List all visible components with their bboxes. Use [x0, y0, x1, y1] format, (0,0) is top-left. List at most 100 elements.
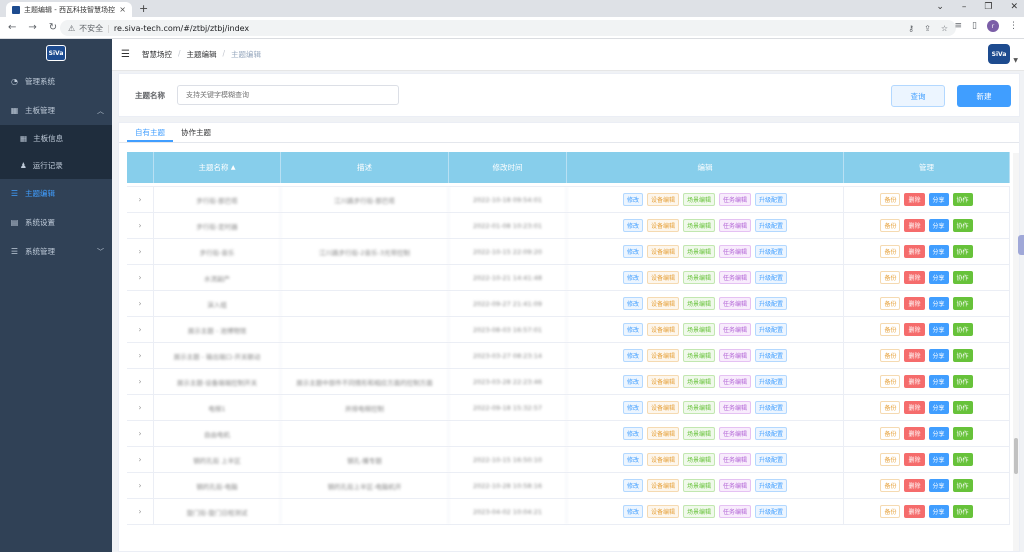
manage-tag-2[interactable]: 分享	[928, 427, 949, 440]
manage-tag-0[interactable]: 备份	[880, 297, 901, 310]
edit-tag-4[interactable]: 升级配置	[755, 479, 788, 492]
edit-tag-0[interactable]: 修改	[622, 375, 643, 388]
manage-tag-2[interactable]: 分享	[928, 245, 949, 258]
new-button[interactable]: 新建	[957, 85, 1011, 107]
manage-tag-1[interactable]: 删除	[904, 453, 925, 466]
expand-cell[interactable]: ›	[127, 369, 154, 394]
user-avatar[interactable]: SiVa	[988, 44, 1010, 64]
manage-tag-2[interactable]: 分享	[928, 271, 949, 284]
edit-tag-4[interactable]: 升级配置	[755, 427, 788, 440]
share-icon[interactable]: ⇪	[924, 23, 931, 33]
edit-tag-1[interactable]: 设备编辑	[646, 297, 679, 310]
manage-tag-3[interactable]: 协作	[952, 323, 973, 336]
manage-tag-2[interactable]: 分享	[928, 323, 949, 336]
edit-tag-3[interactable]: 任务编辑	[719, 479, 752, 492]
manage-tag-1[interactable]: 删除	[904, 219, 925, 232]
manage-tag-0[interactable]: 备份	[880, 349, 901, 362]
manage-tag-2[interactable]: 分享	[928, 479, 949, 492]
sidebar-item-theme-edit[interactable]: ☰ 主题编辑	[0, 179, 112, 208]
manage-tag-0[interactable]: 备份	[880, 193, 901, 206]
edit-tag-4[interactable]: 升级配置	[755, 297, 788, 310]
manage-tag-3[interactable]: 协作	[952, 193, 973, 206]
expand-cell[interactable]: ›	[127, 239, 154, 264]
edit-tag-2[interactable]: 场景编辑	[682, 193, 715, 206]
manage-tag-1[interactable]: 删除	[904, 323, 925, 336]
edit-tag-0[interactable]: 修改	[622, 349, 643, 362]
manage-tag-0[interactable]: 备份	[880, 219, 901, 232]
edit-tag-3[interactable]: 任务编辑	[719, 427, 752, 440]
manage-tag-3[interactable]: 协作	[952, 245, 973, 258]
manage-tag-2[interactable]: 分享	[928, 453, 949, 466]
edit-tag-1[interactable]: 设备编辑	[646, 453, 679, 466]
manage-tag-2[interactable]: 分享	[928, 219, 949, 232]
manage-tag-2[interactable]: 分享	[928, 193, 949, 206]
edit-tag-1[interactable]: 设备编辑	[646, 479, 679, 492]
manage-tag-3[interactable]: 协作	[952, 375, 973, 388]
edit-tag-0[interactable]: 修改	[622, 479, 643, 492]
edit-tag-3[interactable]: 任务编辑	[719, 219, 752, 232]
edit-tag-2[interactable]: 场景编辑	[682, 219, 715, 232]
manage-tag-1[interactable]: 删除	[904, 427, 925, 440]
minimize-icon[interactable]: –	[961, 2, 967, 12]
sidebar-item-system-settings[interactable]: ▤ 系统设置	[0, 208, 112, 237]
back-icon[interactable]: ←	[8, 22, 17, 33]
breadcrumb-item[interactable]: 主题编辑	[186, 50, 217, 59]
manage-tag-0[interactable]: 备份	[880, 245, 901, 258]
edit-tag-2[interactable]: 场景编辑	[682, 401, 715, 414]
forward-icon[interactable]: →	[28, 22, 37, 33]
edit-tag-1[interactable]: 设备编辑	[646, 349, 679, 362]
sidebar-item-management[interactable]: ◔ 管理系统	[0, 67, 112, 96]
edit-tag-4[interactable]: 升级配置	[755, 401, 788, 414]
chevron-right-icon[interactable]: ›	[138, 377, 142, 386]
expand-cell[interactable]: ›	[127, 291, 154, 316]
edit-tag-1[interactable]: 设备编辑	[646, 193, 679, 206]
edit-tag-2[interactable]: 场景编辑	[682, 297, 715, 310]
edit-tag-2[interactable]: 场景编辑	[682, 479, 715, 492]
chevron-right-icon[interactable]: ›	[138, 507, 142, 516]
edit-tag-4[interactable]: 升级配置	[755, 193, 788, 206]
manage-tag-3[interactable]: 协作	[952, 401, 973, 414]
manage-tag-3[interactable]: 协作	[952, 427, 973, 440]
restore-icon[interactable]: ❐	[984, 2, 993, 12]
col-header-name[interactable]: 主题名称 ▲	[154, 152, 281, 183]
side-widget-tab[interactable]	[1018, 235, 1024, 255]
edit-tag-4[interactable]: 升级配置	[755, 349, 788, 362]
edit-tag-2[interactable]: 场景编辑	[682, 453, 715, 466]
manage-tag-1[interactable]: 删除	[904, 297, 925, 310]
edit-tag-0[interactable]: 修改	[622, 453, 643, 466]
chevron-right-icon[interactable]: ›	[138, 325, 142, 334]
edit-tag-2[interactable]: 场景编辑	[682, 349, 715, 362]
edit-tag-0[interactable]: 修改	[622, 505, 643, 518]
expand-cell[interactable]: ›	[127, 187, 154, 212]
edit-tag-3[interactable]: 任务编辑	[719, 271, 752, 284]
manage-tag-1[interactable]: 删除	[904, 349, 925, 362]
edit-tag-1[interactable]: 设备编辑	[646, 427, 679, 440]
manage-tag-3[interactable]: 协作	[952, 271, 973, 284]
edit-tag-2[interactable]: 场景编辑	[682, 505, 715, 518]
manage-tag-2[interactable]: 分享	[928, 297, 949, 310]
edit-tag-2[interactable]: 场景编辑	[682, 427, 715, 440]
chevron-right-icon[interactable]: ›	[138, 403, 142, 412]
caret-down-icon[interactable]: ▼	[1013, 57, 1018, 64]
menu-icon[interactable]: ⋮	[1009, 21, 1018, 31]
edit-tag-2[interactable]: 场景编辑	[682, 323, 715, 336]
manage-tag-2[interactable]: 分享	[928, 375, 949, 388]
expand-cell[interactable]: ›	[127, 343, 154, 368]
chevron-right-icon[interactable]: ›	[138, 273, 142, 282]
edit-tag-1[interactable]: 设备编辑	[646, 245, 679, 258]
manage-tag-3[interactable]: 协作	[952, 349, 973, 362]
manage-tag-1[interactable]: 删除	[904, 193, 925, 206]
edit-tag-1[interactable]: 设备编辑	[646, 401, 679, 414]
chevron-right-icon[interactable]: ›	[138, 247, 142, 256]
tab-own-themes[interactable]: 自有主题	[127, 123, 173, 142]
star-icon[interactable]: ☆	[940, 23, 948, 33]
chevron-right-icon[interactable]: ›	[138, 455, 142, 464]
edit-tag-3[interactable]: 任务编辑	[719, 323, 752, 336]
expand-cell[interactable]: ›	[127, 317, 154, 342]
manage-tag-0[interactable]: 备份	[880, 401, 901, 414]
new-tab-icon[interactable]: +	[139, 2, 149, 15]
chevron-right-icon[interactable]: ›	[138, 299, 142, 308]
manage-tag-1[interactable]: 删除	[904, 245, 925, 258]
edit-tag-3[interactable]: 任务编辑	[719, 375, 752, 388]
chevron-right-icon[interactable]: ›	[138, 221, 142, 230]
